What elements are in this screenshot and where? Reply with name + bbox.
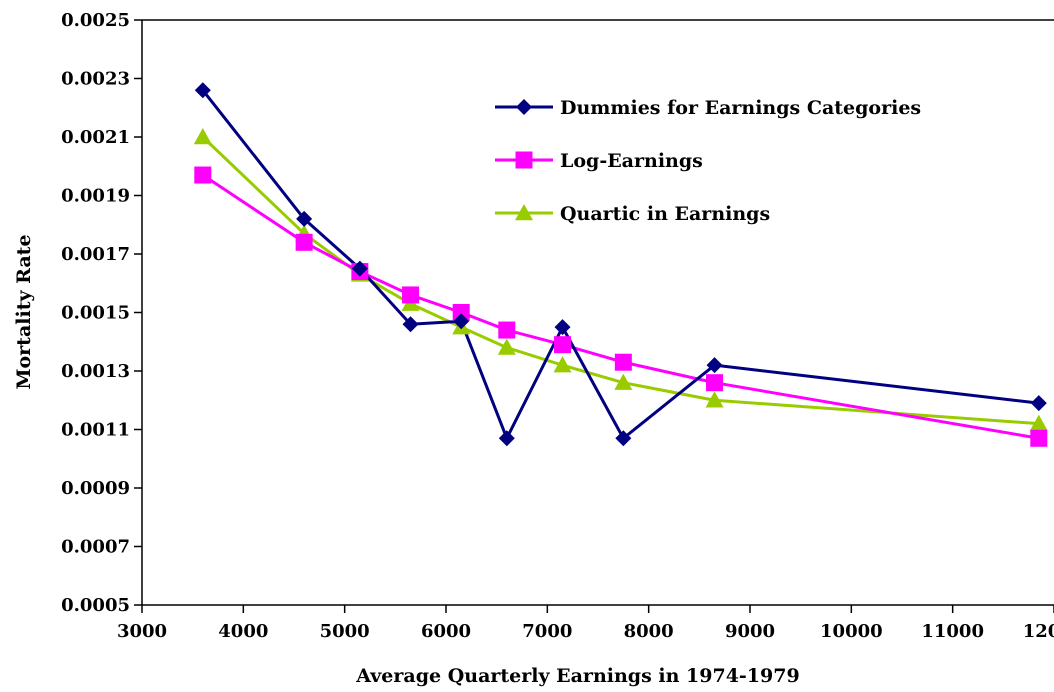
y-axis-title: Mortality Rate <box>13 234 35 389</box>
tick-labels: 0.0025 0.0023 0.0021 0.0019 0.0017 0.0015 0.00… <box>61 10 1054 642</box>
legend-label-1: Log-Earnings <box>560 150 703 172</box>
legend-marker-0 <box>516 99 532 115</box>
y-tick-label: 0.0013 <box>61 361 130 382</box>
data-point-1-5 <box>498 321 516 339</box>
data-point-1-9 <box>1030 429 1048 447</box>
x-tick-label: 4000 <box>218 621 268 642</box>
data-point-2-0 <box>193 128 212 145</box>
data-point-0-1 <box>296 210 313 227</box>
data-point-1-7 <box>614 353 632 371</box>
data-point-2-7 <box>614 373 633 390</box>
data-point-0-5 <box>498 430 515 447</box>
y-tick-label: 0.0015 <box>61 303 130 324</box>
data-point-1-6 <box>554 336 572 354</box>
y-tick-label: 0.0011 <box>61 420 130 441</box>
y-tick-label: 0.0005 <box>61 595 130 616</box>
y-tick-label: 0.0007 <box>61 537 130 558</box>
x-axis-title: Average Quarterly Earnings in 1974-1979 <box>355 665 799 687</box>
legend-label-0: Dummies for Earnings Categories <box>560 97 921 119</box>
data-point-1-4 <box>452 304 470 321</box>
x-tick-label: 9000 <box>725 621 775 642</box>
series-lines <box>201 89 1040 440</box>
x-tick-label: 7000 <box>522 621 572 642</box>
y-tick-label: 0.0023 <box>61 69 130 90</box>
data-point-0-4 <box>453 313 470 330</box>
y-tick-label: 0.0021 <box>61 127 130 148</box>
x-tick-label: 11000 <box>921 621 984 642</box>
data-point-0-6 <box>554 319 571 336</box>
data-point-1-0 <box>194 166 212 184</box>
data-point-0-0 <box>194 82 211 99</box>
series-line-1 <box>201 173 1040 440</box>
x-tick-label: 8000 <box>624 621 674 642</box>
data-point-0-7 <box>615 430 632 447</box>
series-line-0 <box>201 89 1039 440</box>
y-tick-label: 0.0009 <box>61 478 130 499</box>
data-point-2-9 <box>1029 414 1048 431</box>
data-point-0-2 <box>351 260 368 277</box>
series-line-2 <box>201 135 1039 426</box>
data-point-0-3 <box>402 316 419 333</box>
data-point-0-8 <box>706 357 723 374</box>
x-tick-label: 12000 <box>1023 621 1054 642</box>
series-markers <box>193 82 1048 447</box>
legend-label-2: Quartic in Earnings <box>560 203 770 225</box>
x-tick-label: 6000 <box>421 621 471 642</box>
x-tick-label: 10000 <box>820 621 883 642</box>
data-point-2-6 <box>553 356 572 373</box>
data-point-2-5 <box>497 338 516 355</box>
y-tick-label: 0.0017 <box>61 244 130 265</box>
y-tick-label: 0.0019 <box>61 186 130 207</box>
legend-marker-1 <box>515 151 533 169</box>
y-tick-label: 0.0025 <box>61 10 130 31</box>
data-point-1-3 <box>402 286 420 304</box>
legend-marker-2 <box>515 204 533 221</box>
x-tick-label: 3000 <box>117 621 167 642</box>
data-point-2-8 <box>705 391 724 408</box>
x-tick-label: 5000 <box>320 621 370 642</box>
data-point-0-9 <box>1030 395 1047 412</box>
legend: Dummies for Earnings Categories Log-Earni… <box>495 97 921 225</box>
data-point-1-1 <box>295 233 313 251</box>
data-point-1-8 <box>706 374 724 392</box>
